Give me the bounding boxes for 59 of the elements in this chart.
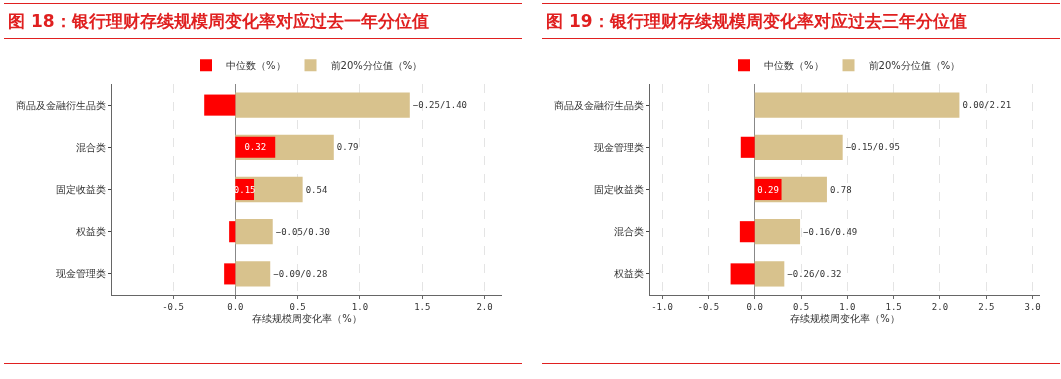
data-label: −0.15/0.95 (845, 142, 900, 153)
bar (754, 134, 843, 160)
data-label: −0.25/1.40 (412, 100, 467, 111)
x-tick-label: 0.5 (792, 301, 810, 312)
x-tick-label: 2.0 (476, 301, 493, 312)
x-tick-label: -0.5 (162, 301, 184, 312)
x-tick-label: -0.5 (697, 301, 720, 312)
x-tick-label: 3.0 (1024, 301, 1041, 312)
legend-label: 中位数（%） (226, 60, 286, 72)
x-tick-label: -1.0 (651, 301, 673, 312)
bar (730, 263, 755, 285)
bar (204, 94, 236, 116)
x-tick-label: 0.0 (227, 301, 244, 312)
data-label: 0.00/2.21 (962, 100, 1012, 111)
bar (235, 136, 276, 158)
data-label: −0.05/0.30 (275, 226, 330, 237)
data-label: 0.29 (757, 184, 779, 195)
bar (235, 219, 273, 245)
y-tick-label: 现金管理类 (56, 268, 106, 280)
x-tick-label: 2.5 (978, 301, 995, 312)
data-label: −0.16/0.49 (803, 226, 858, 237)
bar (235, 261, 271, 287)
x-tick-label: 1.5 (885, 301, 902, 312)
y-tick-label: 固定收益类 (56, 184, 106, 195)
bar (235, 92, 410, 118)
bar (754, 261, 785, 287)
data-label: 0.54 (305, 184, 328, 195)
chart-title: 图 19：银行理财存续规模周变化率对应过去三年分位值 (542, 3, 1060, 39)
chart-title: 图 18：银行理财存续规模周变化率对应过去一年分位值 (4, 3, 522, 39)
y-tick-label: 混合类 (76, 141, 106, 153)
data-label: 0.78 (829, 184, 852, 195)
x-tick-label: 0.5 (289, 301, 306, 312)
x-tick-label: 2.0 (931, 301, 949, 312)
y-tick-label: 商品及金融衍生品类 (554, 99, 644, 111)
x-tick-label: 1.0 (839, 301, 856, 312)
data-label: 0.79 (336, 142, 359, 153)
legend-label: 中位数（%） (764, 60, 824, 72)
y-tick-label: 固定收益类 (594, 184, 644, 195)
bar (754, 219, 801, 245)
x-axis-title: 存续规模周变化率（%） (790, 313, 900, 325)
bar (754, 92, 960, 118)
y-tick-label: 现金管理类 (594, 141, 644, 153)
bar (739, 221, 755, 243)
y-tick-label: 权益类 (75, 226, 106, 238)
y-tick-label: 权益类 (613, 268, 644, 280)
data-label: −0.26/0.32 (787, 268, 842, 279)
x-tick-label: 1.5 (414, 301, 431, 312)
data-label: 0.32 (244, 142, 267, 153)
y-tick-label: 商品及金融衍生品类 (16, 99, 106, 111)
x-tick-label: 0.0 (746, 301, 763, 312)
data-label: −0.09/0.28 (273, 268, 328, 279)
bar (224, 263, 236, 285)
x-axis-title: 存续规模周变化率（%） (252, 313, 362, 325)
legend-label: 前20%分位值（%） (330, 60, 423, 72)
legend-label: 前20%分位值（%） (868, 60, 961, 72)
bar (740, 136, 755, 158)
y-tick-label: 混合类 (614, 226, 644, 238)
bar (229, 221, 236, 243)
x-tick-label: 1.0 (351, 301, 369, 312)
